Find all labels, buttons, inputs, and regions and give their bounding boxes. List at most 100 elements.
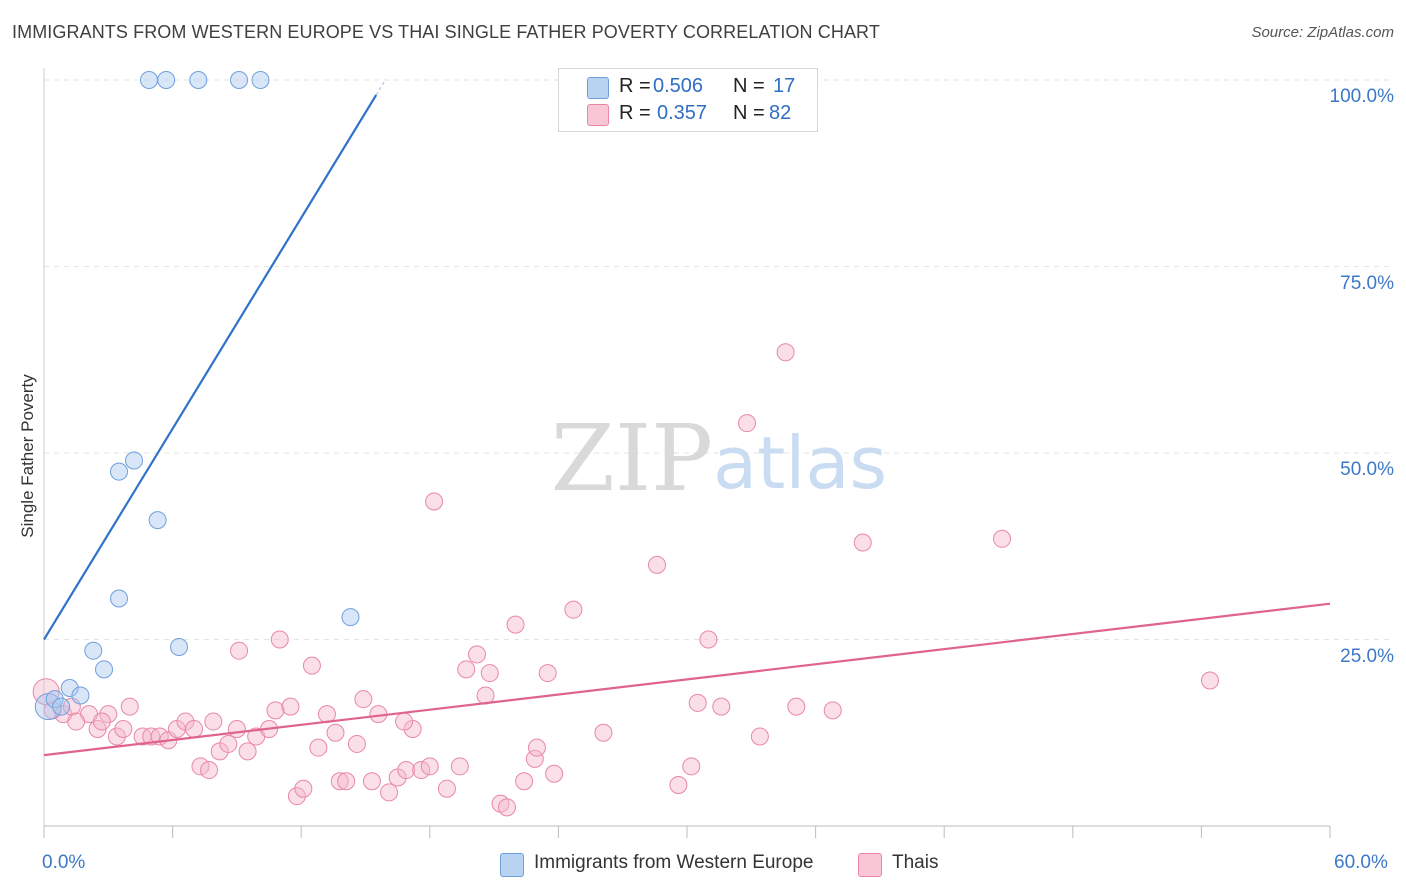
western-europe-point [110, 462, 129, 481]
western-europe-point [341, 608, 360, 627]
legend-label: Thais [892, 852, 939, 873]
western-europe-point [125, 451, 144, 470]
watermark: ZIP atlas [551, 405, 887, 512]
thais-point [497, 798, 516, 817]
stats-legend: R = 0.506 N = 17 R = 0.357 N = 82 [558, 68, 818, 132]
western-europe-point [230, 71, 249, 89]
thais-point [200, 761, 219, 780]
thais-point [397, 761, 416, 780]
y-tick-label: 75.0% [1340, 272, 1394, 294]
thais-point [362, 772, 381, 791]
thais-point [219, 734, 238, 753]
thais-point [227, 720, 246, 739]
western-europe-point [251, 71, 270, 89]
thais-point [787, 697, 806, 716]
thais-point [238, 742, 257, 761]
western-europe-point [157, 71, 176, 89]
thais-point [266, 701, 285, 720]
thais-point [506, 615, 525, 634]
blue-swatch [587, 77, 609, 99]
thais-point [107, 727, 126, 746]
thais-point [564, 600, 583, 619]
thais-point [480, 664, 499, 683]
thais-point [750, 727, 769, 746]
western-europe-point [189, 71, 208, 89]
thais-point [450, 757, 469, 776]
thais-point [669, 775, 688, 794]
n-value: 17 [773, 75, 796, 97]
western-europe-point [60, 678, 79, 697]
thais-point [647, 555, 666, 574]
thais-point [467, 645, 486, 664]
thais-point [191, 757, 210, 776]
r-value: 0.357 [657, 102, 708, 124]
n-label: N = [733, 102, 765, 124]
chart-title: IMMIGRANTS FROM WESTERN EUROPE VS THAI S… [12, 22, 880, 42]
thais-point [412, 761, 431, 780]
western-europe-trend-line [43, 94, 378, 641]
thais-point [99, 705, 118, 724]
western-europe-points [34, 71, 360, 721]
western-europe-point [45, 690, 64, 709]
thais-point [230, 641, 249, 660]
thais-point [347, 734, 366, 753]
pink-swatch [858, 853, 882, 877]
y-axis-label: Single Father Poverty [18, 374, 37, 538]
n-value: 82 [769, 102, 792, 124]
thais-point [776, 343, 795, 362]
thais-point [699, 630, 718, 649]
western-europe-point [95, 660, 114, 679]
thais-point [309, 738, 328, 757]
r-label: R = [619, 102, 651, 124]
x-tick-max: 60.0% [1334, 852, 1388, 873]
thais-point [92, 712, 111, 731]
r-value: 0.506 [653, 75, 704, 97]
y-tick-label: 25.0% [1340, 645, 1394, 667]
y-tick-label: 100.0% [1329, 86, 1394, 107]
thais-point [688, 693, 707, 712]
thais-point [712, 697, 731, 716]
blue-swatch [500, 853, 524, 877]
thais-point [527, 738, 546, 757]
western-europe-point [71, 686, 90, 705]
thais-trend-line [43, 602, 1331, 757]
western-europe-trend-extension [375, 80, 386, 96]
thais-point [270, 630, 289, 649]
trend-lines [43, 80, 1331, 757]
n-label: N = [733, 75, 765, 97]
thais-point [425, 492, 444, 511]
thais-point [380, 783, 399, 802]
thais-point [185, 720, 204, 739]
thais-point [738, 414, 757, 433]
thais-point [281, 697, 300, 716]
thais-point [67, 712, 86, 731]
thais-point [525, 749, 544, 768]
watermark-zip: ZIP [551, 405, 713, 512]
thais-point [1200, 671, 1219, 690]
thais-point [682, 757, 701, 776]
axes [43, 68, 1331, 838]
thais-point [337, 772, 356, 791]
pink-swatch [587, 104, 609, 126]
western-europe-point [84, 641, 103, 660]
western-europe-point [110, 589, 129, 608]
source-label: Source: ZipAtlas.com [1251, 24, 1394, 41]
thais-point [823, 701, 842, 720]
legend-label: Immigrants from Western Europe [534, 852, 814, 873]
thais-point [437, 779, 456, 798]
thais-point [120, 697, 139, 716]
western-europe-point [148, 511, 167, 530]
western-europe-point [140, 71, 159, 89]
thais-point [114, 720, 133, 739]
thais-point [395, 712, 414, 731]
western-europe-point [170, 637, 189, 656]
watermark-atlas: atlas [713, 421, 887, 505]
thais-point [457, 660, 476, 679]
thais-point [545, 764, 564, 783]
western-europe-point [52, 697, 71, 716]
thais-point [594, 723, 613, 742]
thais-point [204, 712, 223, 731]
thais-points [32, 343, 1219, 817]
thais-point [326, 723, 345, 742]
